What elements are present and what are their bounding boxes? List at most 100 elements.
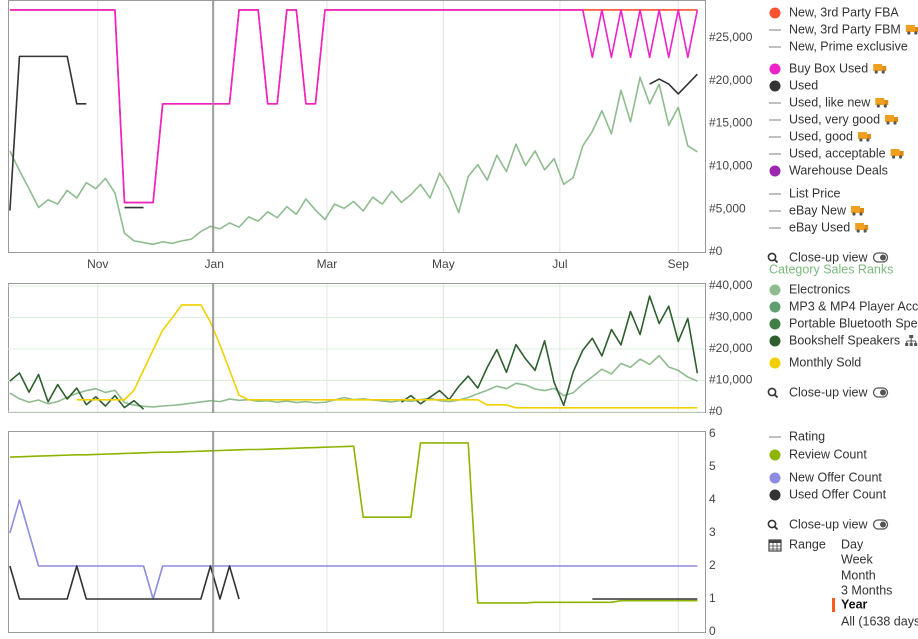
legend-marker[interactable] <box>769 63 781 75</box>
truck-icon <box>885 115 899 125</box>
y2-tick-label: #5,000 <box>709 201 746 215</box>
legend-label[interactable]: Warehouse Deals <box>789 163 888 177</box>
legend-label[interactable]: Used Offer Count <box>789 487 887 501</box>
truck-wheel <box>852 212 856 216</box>
plots <box>8 1 705 632</box>
legend-label[interactable]: Review Count <box>789 447 867 461</box>
legend-marker[interactable] <box>769 335 781 347</box>
node <box>909 335 914 338</box>
truck-icon <box>905 25 918 35</box>
x-tick-label: Nov <box>87 257 108 271</box>
legend-label[interactable]: eBay New <box>789 203 847 217</box>
magnifier-handle <box>773 393 779 399</box>
series-line <box>76 304 698 409</box>
magnifier-handle <box>773 525 779 531</box>
truck-wheel <box>866 138 870 142</box>
closeup-label[interactable]: Close-up view <box>789 250 868 264</box>
legend-label[interactable]: MP3 & MP4 Player Acc <box>789 299 918 313</box>
range-option[interactable]: Week <box>841 552 873 566</box>
toggle-knob <box>880 521 887 528</box>
legend-marker[interactable] <box>769 284 781 296</box>
truck-body <box>875 98 885 105</box>
series-line <box>9 295 699 410</box>
legend-marker[interactable] <box>769 165 781 177</box>
x-tick-label: Mar <box>317 257 338 271</box>
truck-wheel <box>876 104 880 108</box>
y2-tick-label: #30,000 <box>709 310 753 324</box>
closeup-label[interactable]: Close-up view <box>789 517 868 531</box>
y2-tick-label: #10,000 <box>709 373 753 387</box>
legend-label[interactable]: List Price <box>789 186 840 200</box>
legend-label[interactable]: Used, good <box>789 129 853 143</box>
legend-marker[interactable] <box>769 80 781 92</box>
series-line <box>9 499 698 600</box>
truck-cab <box>866 134 871 139</box>
legend-label[interactable]: New, 3rd Party FBA <box>789 5 899 19</box>
range-option[interactable]: Year <box>841 597 868 611</box>
magnifier-icon <box>767 519 777 529</box>
legend-label[interactable]: Rating <box>789 429 825 443</box>
y2-tick-label: 6 <box>709 426 716 440</box>
y2-tick-label: 5 <box>709 459 716 473</box>
range-selected-bar <box>832 598 835 612</box>
truck-cab <box>884 100 889 105</box>
truck-icon <box>873 64 887 74</box>
truck-wheel <box>883 104 887 108</box>
truck-cab <box>882 66 887 71</box>
y2-tick-label: 3 <box>709 525 716 539</box>
legend-label[interactable]: Electronics <box>789 282 850 296</box>
y2-tick-label: #25,000 <box>709 30 753 44</box>
truck-wheel <box>886 121 890 125</box>
truck-icon <box>850 206 864 216</box>
legend-label[interactable]: Bookshelf Speakers <box>789 333 900 347</box>
legend-marker[interactable] <box>769 472 781 484</box>
truck-wheel <box>907 31 911 35</box>
legend-marker[interactable] <box>769 357 781 369</box>
range-option[interactable]: Day <box>841 537 864 551</box>
legend-marker[interactable] <box>769 489 781 501</box>
range-option[interactable]: Month <box>841 568 876 582</box>
legend-label[interactable]: Monthly Sold <box>789 355 861 369</box>
connector <box>906 338 917 343</box>
truck-wheel <box>859 138 863 142</box>
legend-marker[interactable] <box>769 449 781 461</box>
legend-marker[interactable] <box>769 7 781 19</box>
legend-label[interactable]: Portable Bluetooth Spe <box>789 316 918 330</box>
legend-marker[interactable] <box>769 301 781 313</box>
legend-label[interactable]: Used <box>789 78 818 92</box>
truck-body <box>905 25 915 32</box>
truck-wheel <box>856 229 860 233</box>
y2-tick-label: 1 <box>709 591 716 605</box>
range-option[interactable]: 3 Months <box>841 583 892 597</box>
truck-wheel <box>914 31 918 35</box>
truck-body <box>855 223 865 230</box>
series-line <box>9 55 698 211</box>
legend-label[interactable]: eBay Used <box>789 220 850 234</box>
legend-label[interactable]: Buy Box Used <box>789 61 868 75</box>
truck-wheel <box>881 70 885 74</box>
y2-tick-label: #0 <box>709 244 723 258</box>
y2-tick-label: #40,000 <box>709 278 753 292</box>
truck-cab <box>914 27 918 32</box>
truck-cab <box>864 225 869 230</box>
legend-label[interactable]: Used, acceptable <box>789 146 886 160</box>
truck-body <box>873 64 883 71</box>
legend-label[interactable]: Used, like new <box>789 95 871 109</box>
legend-marker[interactable] <box>769 318 781 330</box>
truck-wheel <box>874 70 878 74</box>
closeup-label[interactable]: Close-up view <box>789 385 868 399</box>
range-option[interactable]: All (1638 days <box>841 614 918 628</box>
series-line <box>9 442 698 604</box>
truck-icon <box>890 149 904 159</box>
legend-label[interactable]: New, 3rd Party FBM <box>789 22 901 36</box>
calendar-icon <box>768 539 782 552</box>
truck-wheel <box>859 212 863 216</box>
legend-label[interactable]: New, Prime exclusive <box>789 39 908 53</box>
calendar-grid <box>769 543 781 551</box>
truck-wheel <box>898 155 903 159</box>
calendar-top <box>769 540 781 543</box>
truck-cab <box>899 151 904 156</box>
legend-label[interactable]: Used, very good <box>789 112 880 126</box>
legend-label[interactable]: New Offer Count <box>789 470 882 484</box>
